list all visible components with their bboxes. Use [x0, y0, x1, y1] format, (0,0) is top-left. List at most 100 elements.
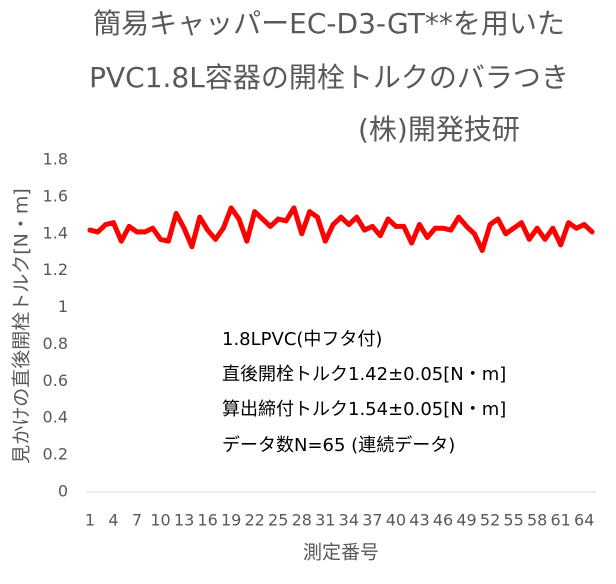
data-point — [362, 227, 367, 233]
x-tick-labels: 1 4 7 10 13 16 19 22 25 28 31 34 37 40 43 46 49 52 55 58 61 6… — [85, 511, 595, 530]
y-tick-label: 1.8 — [43, 150, 68, 169]
data-point — [417, 222, 422, 227]
y-tick-label: 0 — [58, 482, 68, 501]
x-tick-label: 25 — [268, 511, 288, 530]
data-point — [315, 214, 320, 220]
data-point — [330, 222, 336, 227]
data-point — [409, 240, 415, 246]
x-tick-label: 13 — [174, 511, 194, 530]
data-point — [197, 214, 203, 220]
data-point — [228, 205, 234, 211]
y-tick-labels: 0 0.2 0.4 0.6 0.8 1 1.2 1.4 1.6 1.8 — [43, 150, 68, 501]
x-tick-label: 7 — [132, 511, 142, 530]
data-point — [213, 236, 218, 242]
data-point — [283, 218, 289, 224]
y-tick-label: 1.2 — [43, 260, 68, 279]
x-tick-label: 28 — [292, 511, 312, 530]
chart-title-line-1: 簡易キャッパーEC-D3-GT**を用いた — [93, 7, 565, 40]
data-point — [338, 214, 344, 220]
x-tick-label: 52 — [480, 511, 500, 530]
data-point — [126, 224, 132, 229]
data-point — [393, 224, 399, 229]
x-tick-label: 61 — [551, 511, 571, 530]
x-tick-label: 31 — [315, 511, 335, 530]
x-tick-label: 43 — [409, 511, 429, 530]
data-point — [471, 231, 477, 237]
x-tick-label: 16 — [197, 511, 217, 530]
y-tick-label: 0.2 — [43, 445, 68, 464]
y-tick-label: 0.4 — [43, 408, 68, 427]
data-point — [173, 211, 179, 216]
data-point — [205, 227, 211, 233]
data-point — [142, 229, 148, 235]
data-point — [244, 238, 250, 244]
x-tick-label: 37 — [362, 511, 382, 530]
data-point — [487, 222, 493, 227]
data-point — [369, 224, 375, 229]
data-point — [346, 222, 352, 227]
data-point — [236, 216, 242, 222]
data-point — [189, 244, 195, 250]
data-point — [260, 216, 265, 222]
x-axis-title: 測定番号 — [303, 542, 379, 564]
x-tick-label: 58 — [527, 511, 547, 530]
annotation-sample-count: データ数N=65 (連続データ) — [222, 435, 456, 456]
x-tick-label: 40 — [386, 511, 406, 530]
data-point — [307, 209, 313, 215]
data-point — [150, 225, 156, 231]
data-point — [534, 225, 540, 231]
x-tick-label: 10 — [150, 511, 170, 530]
x-tick-label: 1 — [85, 511, 95, 530]
data-point — [291, 205, 297, 211]
data-point — [322, 238, 328, 244]
data-point — [220, 225, 226, 231]
data-point — [267, 224, 273, 229]
series-group — [87, 205, 595, 253]
series-line — [87, 205, 595, 253]
y-axis-title: 見かけの直後開栓トルク[N・m] — [11, 188, 33, 464]
data-point — [299, 231, 305, 237]
data-point — [95, 229, 101, 235]
data-point — [448, 227, 454, 233]
y-tick-label: 0.8 — [43, 334, 68, 353]
data-point — [566, 220, 571, 226]
data-point — [424, 235, 430, 240]
x-tick-label: 49 — [456, 511, 476, 530]
data-point — [158, 236, 163, 242]
x-tick-label: 55 — [503, 511, 523, 530]
x-tick-label: 34 — [339, 511, 359, 530]
data-point — [589, 229, 595, 235]
data-point — [558, 242, 564, 248]
x-tick-label: 46 — [433, 511, 453, 530]
x-tick-label: 19 — [221, 511, 241, 530]
data-point — [354, 214, 360, 220]
data-point — [526, 236, 532, 242]
data-point — [432, 225, 438, 231]
data-point — [165, 238, 171, 244]
data-point — [252, 209, 258, 215]
data-point — [495, 216, 501, 222]
data-point — [479, 247, 485, 253]
chart-title-line-2: PVC1.8L容器の開栓トルクのバラつき — [89, 61, 569, 94]
data-point — [519, 220, 524, 226]
chart-title-line-3: (株)開発技研 — [358, 113, 520, 146]
data-point — [111, 220, 116, 226]
annotation-tightening-torque: 算出締付トルク1.54±0.05[N・m] — [222, 399, 507, 420]
data-point — [134, 229, 140, 235]
x-tick-label: 22 — [245, 511, 265, 530]
y-tick-label: 1.6 — [43, 186, 68, 205]
data-point — [542, 236, 548, 242]
data-point — [573, 225, 579, 231]
x-tick-label: 64 — [574, 511, 594, 530]
x-tick-label: 4 — [108, 511, 118, 530]
data-point — [511, 225, 517, 231]
y-tick-label: 0.6 — [43, 371, 68, 390]
data-point — [87, 227, 93, 233]
data-point — [118, 238, 124, 244]
data-point — [464, 224, 469, 229]
y-tick-label: 1.4 — [43, 223, 68, 242]
data-point — [275, 216, 281, 222]
annotation-container-type: 1.8LPVC(中フタ付) — [222, 329, 383, 350]
